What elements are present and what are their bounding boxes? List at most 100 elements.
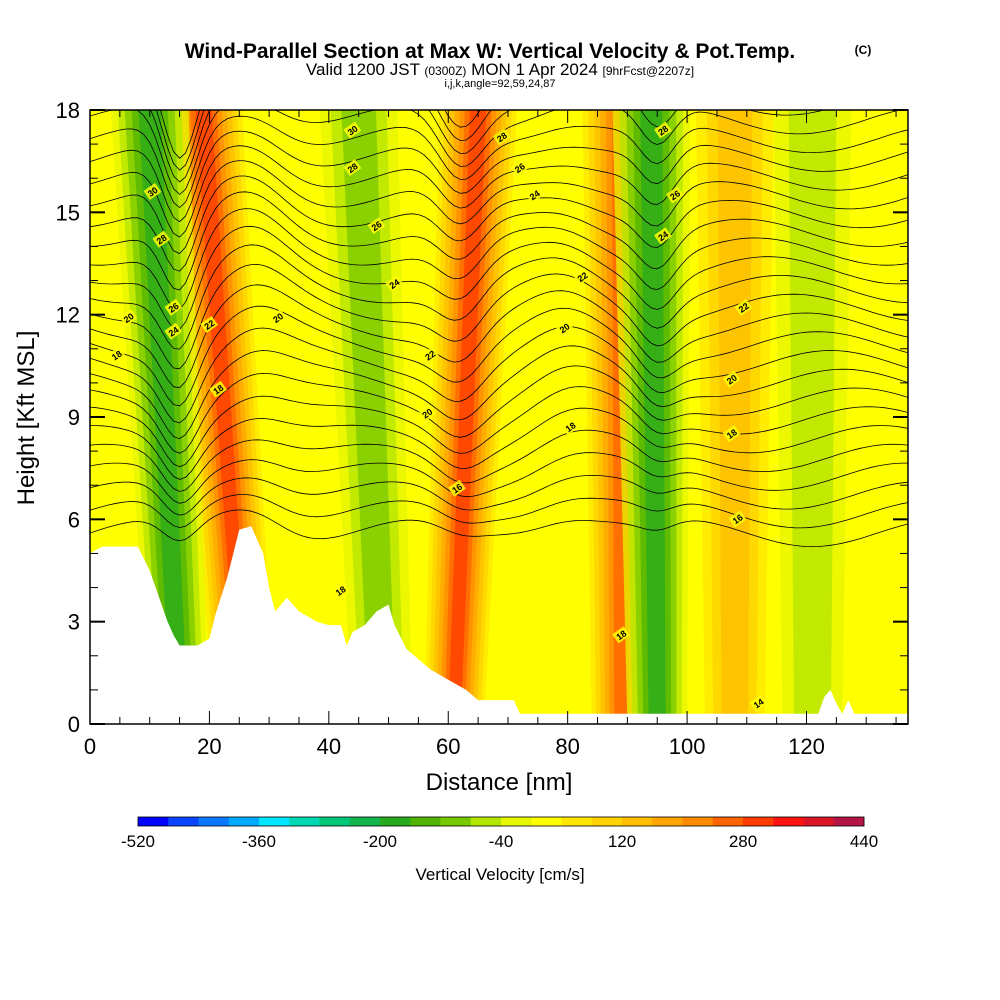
theta-contour-label-text: 18	[725, 427, 739, 441]
theta-contour-label: 24	[385, 275, 404, 293]
theta-contour-label-text: 18	[211, 383, 225, 397]
theta-contour-label: 22	[734, 298, 753, 316]
theta-contour-label: 26	[510, 159, 529, 177]
theta-contour-label: 26	[367, 217, 386, 235]
theta-contour-label: 20	[418, 404, 437, 422]
theta-contour	[90, 509, 908, 548]
theta-contour-label: 18	[561, 418, 580, 436]
theta-contour	[90, 145, 908, 238]
x-tick-label: 100	[669, 734, 706, 759]
theta-contour-label: 18	[722, 425, 741, 443]
colorbar-tick-label: -40	[489, 832, 514, 851]
colorbar-swatch	[349, 817, 381, 826]
theta-contour-label-text: 18	[564, 420, 578, 434]
updraft-band	[447, 110, 487, 724]
colorbar-swatch	[531, 817, 562, 826]
theta-contour	[90, 494, 908, 529]
theta-contour-label-text: 20	[725, 373, 739, 387]
downdraft-band	[341, 110, 396, 724]
theta-contour-label: 28	[492, 128, 511, 146]
theta-contour	[150, 110, 826, 183]
colorbar-swatch	[773, 817, 804, 826]
theta-contour	[90, 208, 908, 310]
colorbar-swatch	[712, 817, 744, 826]
theta-contour-label-text: 24	[528, 188, 542, 202]
colorbar-frame	[137, 816, 865, 827]
theta-contour	[90, 191, 908, 291]
colorbar-tick-label: -360	[242, 832, 276, 851]
y-axis-title: Height [Kft MSL]	[13, 331, 40, 506]
y-tick-label: 9	[68, 405, 80, 430]
colorbar-swatch	[319, 817, 351, 826]
theta-contour-label: 24	[164, 322, 183, 340]
theta-contour-label-text: 28	[346, 161, 360, 175]
theta-contour-label: 18	[209, 380, 228, 398]
colorbar: -520 -360 -200 -40 120 280 440	[121, 816, 878, 851]
theta-contour-label: 28	[152, 230, 171, 248]
terrain	[90, 526, 908, 724]
theta-contour-label: 30	[143, 182, 162, 201]
section-indices: i,j,k,angle=92,59,24,87	[444, 78, 555, 90]
theta-contour-label-text: 18	[334, 584, 348, 598]
theta-contour-label-text: 26	[167, 301, 181, 315]
x-tick-label: 0	[84, 734, 96, 759]
theta-contour-label-text: 24	[167, 325, 181, 339]
colorbar-swatch	[591, 817, 623, 826]
colorbar-swatch	[198, 817, 230, 826]
x-tick-label: 80	[555, 734, 579, 759]
theta-contour	[90, 474, 908, 516]
theta-contour-label-text: 28	[495, 130, 509, 144]
theta-contour-label-text: 24	[656, 229, 670, 243]
x-tick-label: 40	[317, 734, 341, 759]
theta-contour	[90, 160, 908, 254]
theta-contour-label: 18	[331, 582, 350, 600]
theta-contour	[90, 345, 908, 440]
forecast-info: [9hrFcst@2207z]	[603, 64, 695, 78]
valid-time: Valid 1200 JST (0300Z) MON 1 Apr 2024 [9…	[306, 60, 694, 79]
theta-contour	[90, 386, 908, 468]
downdraft-band	[640, 110, 666, 724]
theta-contour	[90, 305, 908, 407]
colorbar-tick-label: 440	[850, 832, 878, 851]
theta-contour-label: 16	[448, 479, 466, 497]
colorbar-swatch	[289, 817, 320, 826]
colorbar-swatch	[410, 817, 441, 826]
valid-time-utc: (0300Z)	[424, 64, 466, 78]
theta-contour-label: 20	[268, 309, 287, 327]
theta-contour-label-text: 16	[731, 512, 745, 526]
theta-contour-label-text: 20	[122, 311, 136, 325]
theta-contour-label: 24	[525, 186, 544, 204]
y-tick-label: 15	[56, 200, 80, 225]
theta-contour-label-text: 22	[576, 270, 590, 284]
theta-contour	[90, 115, 908, 209]
theta-contour	[90, 244, 908, 350]
theta-contour-label: 28	[343, 159, 362, 177]
theta-contour-label-text: 30	[146, 185, 160, 199]
theta-contour-label-text: 14	[752, 697, 766, 711]
theta-contour-label-text: 18	[110, 349, 124, 363]
theta-contour-label-text: 20	[420, 407, 434, 421]
colorbar-title: Vertical Velocity [cm/s]	[415, 865, 584, 884]
x-axis-title: Distance [nm]	[426, 769, 573, 796]
theta-contour	[90, 263, 908, 370]
colorbar-tick-label: -520	[121, 832, 155, 851]
y-tick-label: 0	[68, 712, 80, 737]
theta-contour	[90, 225, 908, 330]
theta-contour-label-text: 20	[271, 311, 285, 325]
valid-date: MON 1 Apr 2024	[471, 60, 598, 79]
x-tick-label: 120	[788, 734, 825, 759]
y-tick-label: 6	[68, 507, 80, 532]
theta-contour-label: 20	[555, 319, 574, 337]
theta-contour-label: 22	[573, 268, 592, 286]
x-tick-label: 60	[436, 734, 460, 759]
colorbar-tick-label: 120	[608, 832, 636, 851]
theta-contour	[90, 130, 908, 223]
theta-contour-label: 28	[654, 121, 672, 139]
theta-contour-label-text: 22	[423, 349, 437, 363]
colorbar-swatch	[380, 817, 411, 826]
theta-contour-label: 18	[107, 346, 126, 364]
theta-contour-label: 22	[421, 346, 439, 364]
theta-contour-label-text: 26	[668, 188, 682, 202]
theta-contour-label: 20	[722, 370, 741, 388]
